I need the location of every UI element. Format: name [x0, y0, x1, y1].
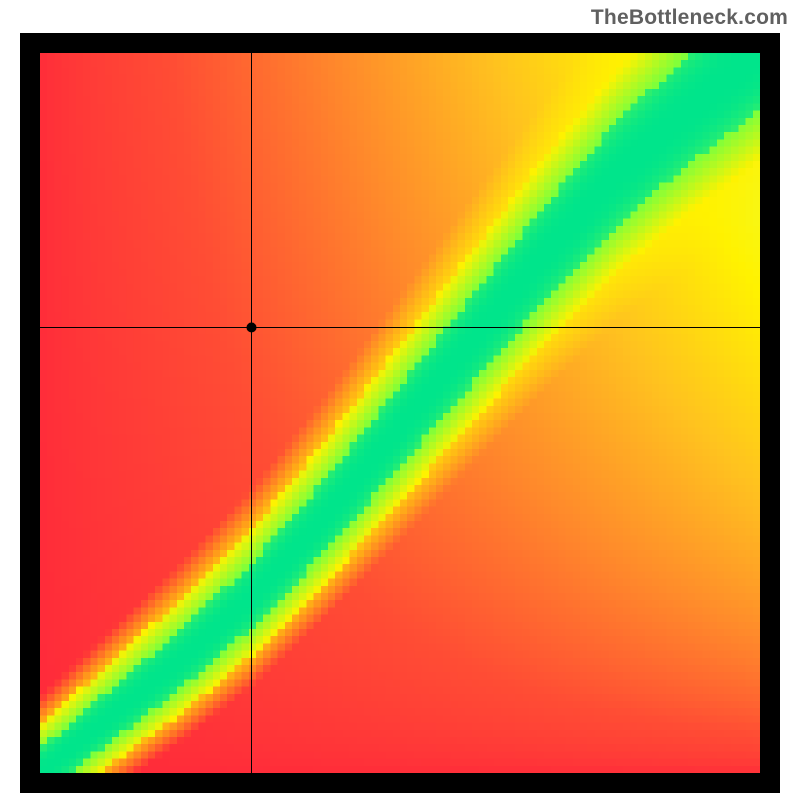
plot-area [40, 53, 760, 773]
watermark-text: TheBottleneck.com [591, 6, 788, 30]
crosshair-overlay [40, 53, 760, 773]
figure: TheBottleneck.com [0, 0, 800, 800]
